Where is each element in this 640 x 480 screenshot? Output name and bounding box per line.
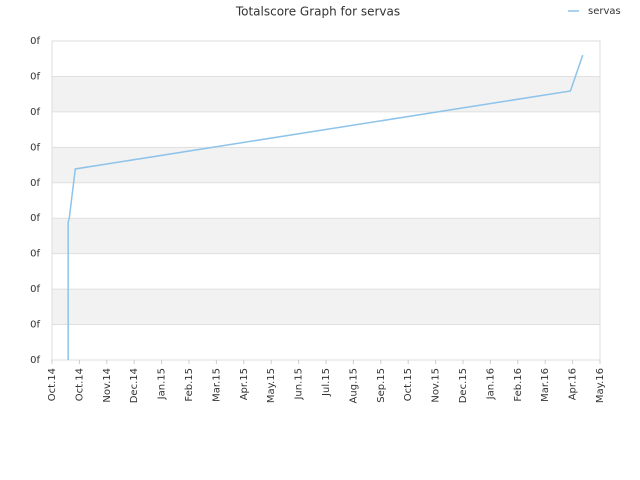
chart-title: Totalscore Graph for servas [235,5,400,19]
x-tick-label: Aug.15 [348,368,359,403]
x-tick-label: Oct.14 [74,368,85,401]
x-tick-label: Feb.16 [513,368,524,402]
x-tick-label: Mar.16 [540,368,551,402]
y-tick-label: 0f [30,36,40,47]
x-tick-label: May.15 [266,368,277,403]
y-tick-label: 0f [30,178,40,189]
x-tick-label: Feb.15 [184,368,195,402]
y-tick-label: 0f [30,213,40,224]
y-tick-label: 0f [30,249,40,260]
y-tick-label: 0f [30,107,40,118]
grid-band [52,289,600,325]
x-tick-label: Jul.15 [321,368,332,397]
x-tick-label: Dec.15 [458,368,469,403]
legend-label: servas [588,6,621,17]
y-tick-label: 0f [30,71,40,82]
x-tick-label: Dec.14 [129,368,140,403]
grid-band [52,147,600,183]
x-tick-label: Nov.15 [431,368,442,403]
grid-band [52,218,600,254]
x-tick-label: Mar.15 [211,368,222,402]
x-tick-label: Nov.14 [102,368,113,403]
y-tick-label: 0f [30,320,40,331]
x-tick-label: Apr.15 [239,368,250,400]
x-tick-label: Apr.16 [568,368,579,400]
grid-band [52,76,600,112]
y-tick-label: 0f [30,284,40,295]
y-tick-label: 0f [30,142,40,153]
y-tick-label: 0f [30,355,40,366]
x-tick-label: Oct.15 [403,368,414,401]
x-tick-label: Jan.15 [157,368,168,400]
x-tick-label: Oct.14 [47,368,58,401]
x-tick-label: Jun.15 [294,368,305,401]
series-line [67,54,584,360]
x-tick-label: May.16 [595,368,606,403]
x-tick-label: Jan.16 [485,368,496,400]
x-tick-label: Sep.15 [376,368,387,403]
